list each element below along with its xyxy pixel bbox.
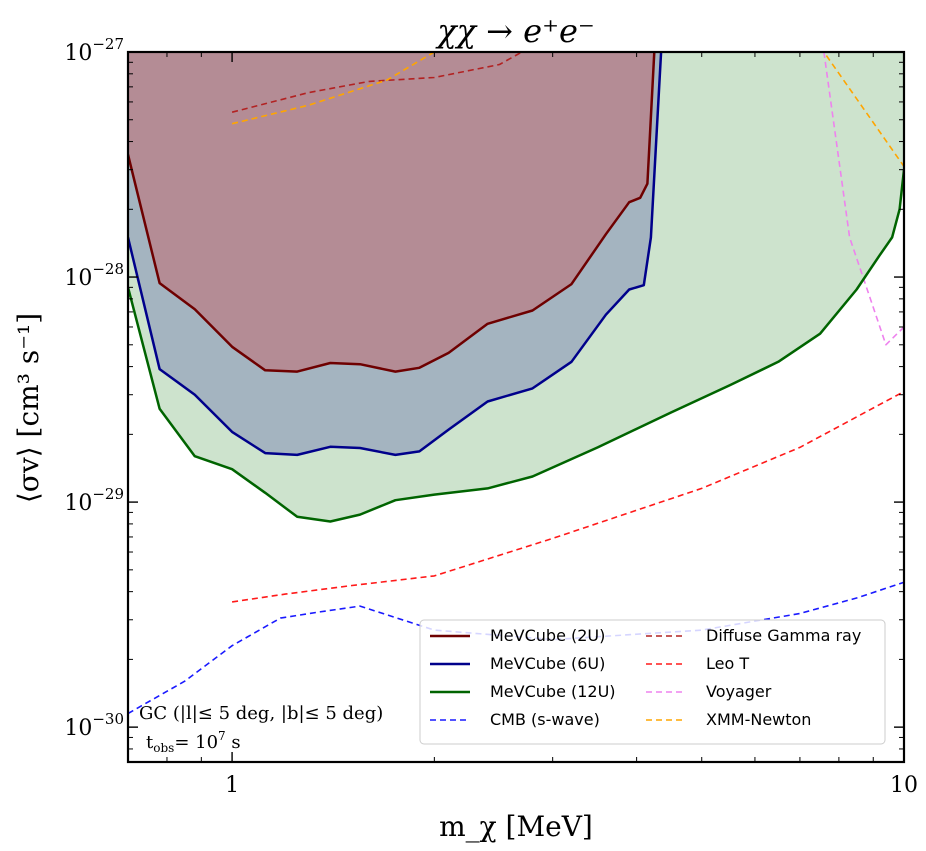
chart-title: χχ → e⁺e⁻ [435, 12, 595, 50]
legend-label-leo-t: Leo T [706, 654, 749, 673]
legend-label-mevcube-12u: MeVCube (12U) [490, 682, 616, 701]
line-diffuse-gamma-ray [231, 52, 523, 113]
legend-label-diffuse-gamma-ray: Diffuse Gamma ray [706, 626, 861, 645]
annotation-region: GC (|l|≤ 5 deg, |b|≤ 5 deg) [139, 703, 383, 724]
y-tick-label: 10−27 [64, 35, 124, 66]
line-leo-t [231, 390, 904, 603]
legend-label-xmm-newton: XMM-Newton [706, 710, 811, 729]
y-tick-label: 10−28 [64, 260, 124, 291]
fill-mevcube-2u [128, 52, 655, 372]
legend: MeVCube (2U) MeVCube (6U) MeVCube (12U) CMB… [419, 619, 886, 745]
x-tick-label: 1 [225, 773, 239, 798]
line-voyager [823, 52, 904, 346]
legend-box [419, 619, 886, 745]
y-tick-label: 10−29 [64, 485, 124, 516]
x-tick-label: 10 [890, 773, 918, 798]
tick-labels: 1 10 10−30 10−29 10−28 10−27 [64, 35, 918, 798]
annotation-exposure: tobs= 107 s [146, 729, 241, 755]
plot-frame [126, 50, 906, 764]
legend-label-voyager: Voyager [706, 682, 772, 701]
y-axis-label: ⟨σv⟩ [cm³ s⁻¹] [12, 313, 45, 503]
line-cmb-s-wave [128, 581, 904, 715]
axis-ticks [127, 52, 905, 763]
line-mevcube-6u [128, 52, 663, 457]
legend-label-mevcube-2u: MeVCube (2U) [490, 626, 605, 645]
line-mevcube-12u [128, 169, 904, 523]
legend-label-mevcube-6u: MeVCube (6U) [490, 654, 605, 673]
confidence-fills [128, 52, 904, 522]
line-mevcube-2u [128, 52, 656, 373]
series-lines [128, 52, 904, 715]
line-xmm-newton [231, 52, 904, 167]
y-tick-label: 10−30 [64, 710, 124, 741]
legend-label-cmb-s-wave: CMB (s-wave) [490, 710, 600, 729]
annotation: GC (|l|≤ 5 deg, |b|≤ 5 deg) tobs= 107 s [139, 703, 383, 755]
x-axis-label: m_χ [MeV] [439, 810, 593, 843]
